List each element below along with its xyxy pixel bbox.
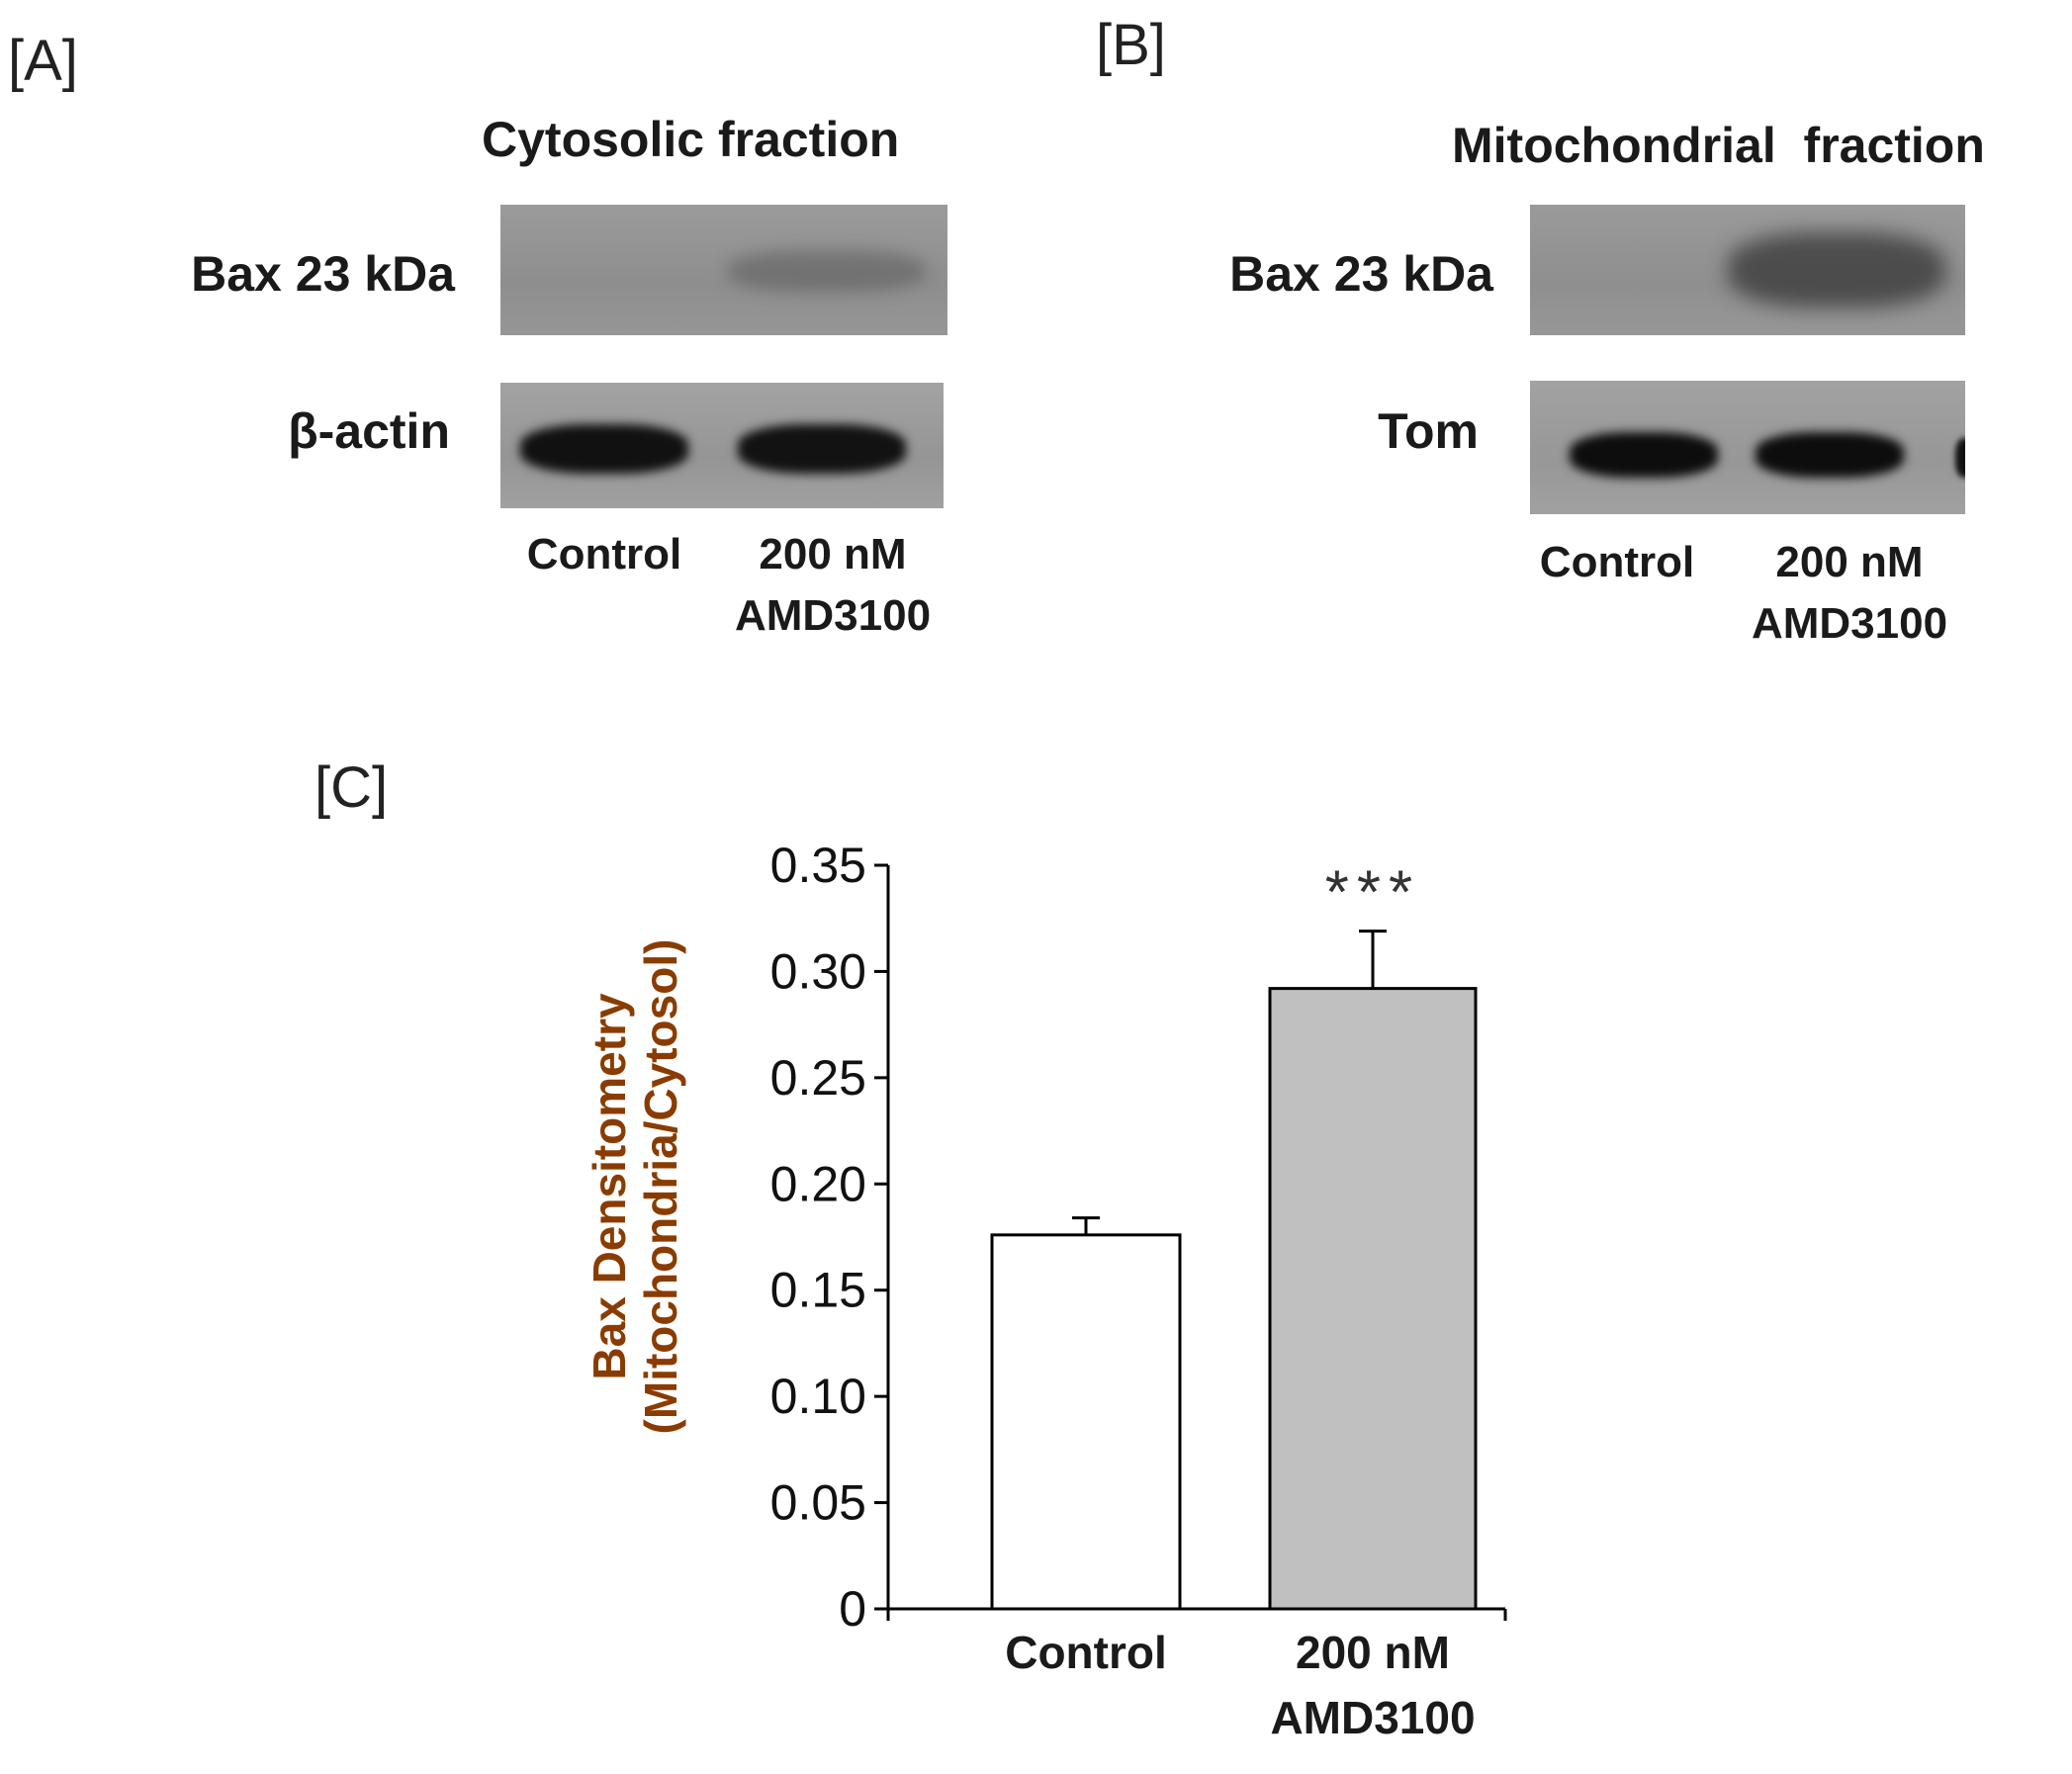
y-tick-label: 0 xyxy=(839,1581,866,1637)
bar xyxy=(1268,987,1478,1611)
panel-a-bax-band-treated xyxy=(728,250,926,292)
panel-b-bax-label: Bax 23 kDa xyxy=(1229,246,1493,302)
panel-a-actin-label: β-actin xyxy=(288,403,450,459)
panel-b-tom-band-treated xyxy=(1756,432,1904,478)
panel-a-bax-blot xyxy=(500,205,947,335)
panel-a-actin-band-treated xyxy=(738,424,906,474)
x-tick-label: AMD3100 xyxy=(1270,1692,1475,1743)
panel-a-label: [A] xyxy=(8,29,78,93)
panel-b-tom-band-control xyxy=(1570,432,1718,478)
bar xyxy=(990,1233,1182,1611)
x-tick-label: 200 nM xyxy=(1296,1627,1450,1678)
significance-marker: *** xyxy=(1325,859,1420,928)
y-axis-label: Bax Densitometry xyxy=(584,993,635,1380)
panel-a-bax-label: Bax 23 kDa xyxy=(191,246,455,302)
panel-b-tom-blot xyxy=(1530,381,1965,514)
panel-a-actin-blot xyxy=(500,383,944,508)
panel-b-title: Mitochondrial fraction xyxy=(1452,118,1985,173)
panel-b-lane-treated-dose: 200 nM xyxy=(1775,538,1924,586)
panel-a-lane-treated-dose: 200 nM xyxy=(759,530,907,578)
panel-a-title: Cytosolic fraction xyxy=(482,112,900,167)
y-tick-label: 0.25 xyxy=(770,1050,866,1106)
panel-a-lane-treated-drug: AMD3100 xyxy=(734,591,932,640)
panel-c-label: [C] xyxy=(315,755,389,820)
panel-b-tom-band-edge xyxy=(1955,438,1965,478)
panel-b-tom-label: Tom xyxy=(1378,403,1479,459)
panel-b-label: [B] xyxy=(1096,13,1166,77)
panel-b-bax-band-treated xyxy=(1728,232,1945,308)
y-tick-label: 0.05 xyxy=(770,1475,866,1531)
panel-b-bax-blot xyxy=(1530,205,1965,335)
panel-a-actin-band-control xyxy=(520,424,688,474)
y-tick-label: 0.20 xyxy=(770,1156,866,1211)
y-tick-label: 0.35 xyxy=(770,838,866,893)
y-tick-label: 0.15 xyxy=(770,1263,866,1318)
x-tick-label: Control xyxy=(1005,1627,1167,1678)
y-tick-label: 0.30 xyxy=(770,943,866,999)
y-tick-label: 0.10 xyxy=(770,1369,866,1424)
panel-a-lane-control: Control xyxy=(526,530,682,578)
panel-b-lane-treated-drug: AMD3100 xyxy=(1751,599,1948,648)
panel-b-lane-control: Control xyxy=(1539,538,1695,586)
y-axis-label: (Mitochondria/Cytosol) xyxy=(635,939,686,1435)
